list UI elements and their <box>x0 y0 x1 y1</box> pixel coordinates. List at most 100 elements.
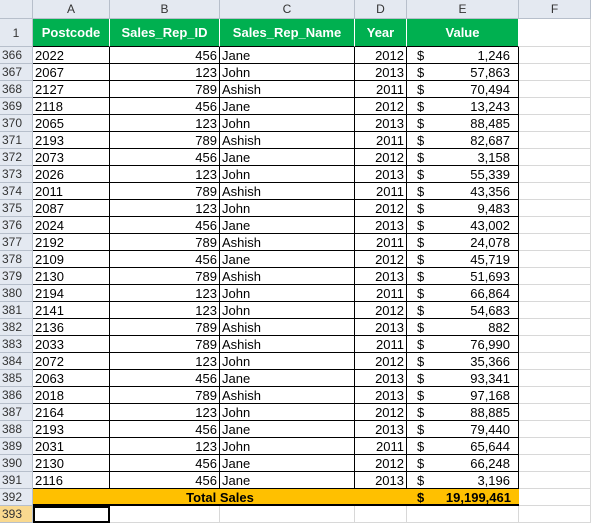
cell: Jane <box>220 149 355 166</box>
cell: 456 <box>110 370 220 387</box>
currency-symbol: $ <box>417 167 425 182</box>
cell: John <box>220 115 355 132</box>
cell: 2116 <box>33 472 110 489</box>
cell: Ashish <box>220 81 355 98</box>
value-text: 54,683 <box>470 303 510 318</box>
cell: 2073 <box>33 149 110 166</box>
cell: Ashish <box>220 319 355 336</box>
cell: $88,885 <box>407 404 519 421</box>
cell: $55,339 <box>407 166 519 183</box>
currency-symbol: $ <box>417 184 425 199</box>
column-letter: D <box>355 0 407 19</box>
cell: $57,863 <box>407 64 519 81</box>
cell: Jane <box>220 455 355 472</box>
empty-cell <box>519 149 591 166</box>
row-number: 368 <box>0 81 33 98</box>
row-number: 371 <box>0 132 33 149</box>
cell: 2012 <box>355 353 407 370</box>
column-letter: E <box>407 0 519 19</box>
value-text: 65,644 <box>470 439 510 454</box>
empty-cell <box>519 421 591 438</box>
currency-symbol: $ <box>417 439 425 454</box>
row-number: 381 <box>0 302 33 319</box>
cell: John <box>220 200 355 217</box>
cell: 123 <box>110 302 220 319</box>
value-text: 882 <box>488 320 510 335</box>
cell: 789 <box>110 234 220 251</box>
header-cell: Sales_Rep_Name <box>220 19 355 47</box>
cell: 2022 <box>33 47 110 64</box>
cell: Ashish <box>220 336 355 353</box>
value-text: 88,885 <box>470 405 510 420</box>
cell: John <box>220 64 355 81</box>
cell: 2012 <box>355 455 407 472</box>
row-number: 372 <box>0 149 33 166</box>
cell: $24,078 <box>407 234 519 251</box>
currency-symbol: $ <box>417 473 425 488</box>
row-number: 380 <box>0 285 33 302</box>
cell: 2194 <box>33 285 110 302</box>
currency-symbol: $ <box>417 48 425 63</box>
currency-symbol: $ <box>417 422 425 437</box>
cell: $88,485 <box>407 115 519 132</box>
cell: 2012 <box>355 149 407 166</box>
cell: 2011 <box>355 336 407 353</box>
value-text: 55,339 <box>470 167 510 182</box>
header-cell: Sales_Rep_ID <box>110 19 220 47</box>
empty-cell <box>519 319 591 336</box>
column-letter: F <box>519 0 591 19</box>
row-number: 389 <box>0 438 33 455</box>
currency-symbol: $ <box>417 116 425 131</box>
row-number: 391 <box>0 472 33 489</box>
value-text: 43,002 <box>470 218 510 233</box>
empty-cell <box>519 166 591 183</box>
cell: 2193 <box>33 132 110 149</box>
empty-cell <box>519 98 591 115</box>
cell: $13,243 <box>407 98 519 115</box>
row-number: 377 <box>0 234 33 251</box>
cell: 2013 <box>355 319 407 336</box>
column-letter: C <box>220 0 355 19</box>
cell: 2018 <box>33 387 110 404</box>
cell: $45,719 <box>407 251 519 268</box>
cell: 123 <box>110 166 220 183</box>
cell: $43,002 <box>407 217 519 234</box>
cell: Jane <box>220 251 355 268</box>
cell: Jane <box>220 421 355 438</box>
value-text: 45,719 <box>470 252 510 267</box>
row-number: 390 <box>0 455 33 472</box>
cell: 123 <box>110 200 220 217</box>
column-letter: A <box>33 0 110 19</box>
cell: $79,440 <box>407 421 519 438</box>
currency-symbol: $ <box>417 218 425 233</box>
header-cell: Year <box>355 19 407 47</box>
row-number: 366 <box>0 47 33 64</box>
cell: 2011 <box>33 183 110 200</box>
cell: 456 <box>110 472 220 489</box>
empty-cell <box>519 370 591 387</box>
cell: 2011 <box>355 234 407 251</box>
value-text: 24,078 <box>470 235 510 250</box>
currency-symbol: $ <box>417 337 425 352</box>
cell: 2013 <box>355 370 407 387</box>
cell: $51,693 <box>407 268 519 285</box>
header-cell: Postcode <box>33 19 110 47</box>
currency-symbol: $ <box>417 456 425 471</box>
row-number: 385 <box>0 370 33 387</box>
cell: John <box>220 438 355 455</box>
cell: 2011 <box>355 285 407 302</box>
value-text: 79,440 <box>470 422 510 437</box>
currency-symbol: $ <box>417 235 425 250</box>
cell: Jane <box>220 47 355 64</box>
cell: Ashish <box>220 268 355 285</box>
currency-symbol: $ <box>417 252 425 267</box>
empty-cell <box>519 251 591 268</box>
empty-cell <box>519 234 591 251</box>
cell: 2065 <box>33 115 110 132</box>
currency-symbol: $ <box>417 286 425 301</box>
row-number: 376 <box>0 217 33 234</box>
cell: $54,683 <box>407 302 519 319</box>
cell: Ashish <box>220 183 355 200</box>
cell: 123 <box>110 285 220 302</box>
empty-cell <box>519 268 591 285</box>
